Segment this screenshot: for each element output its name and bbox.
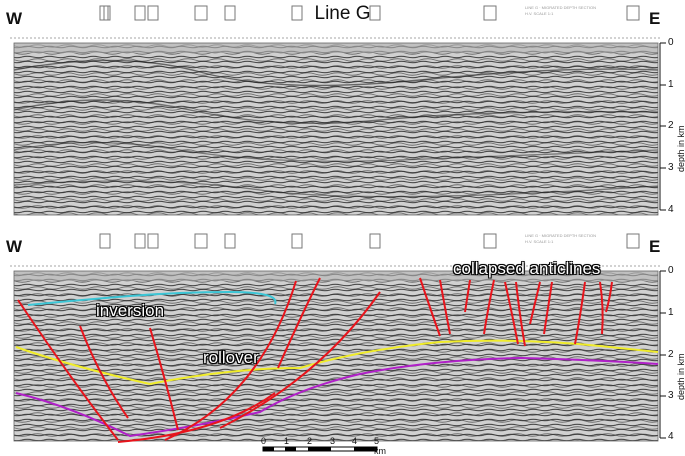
svg-text:LINE G · MIGRATED DEPTH SECTIO: LINE G · MIGRATED DEPTH SECTION — [525, 5, 596, 10]
horizon-cyan — [27, 290, 277, 306]
svg-text:H.V. SCALE 1:1: H.V. SCALE 1:1 — [525, 11, 554, 16]
annotation-collapsed-anticlines: collapsed anticlines — [453, 259, 601, 278]
depth-tick-1-top: 1 — [668, 79, 674, 90]
depth-tick-2-bottom: 2 — [668, 349, 674, 360]
depth-tick-4-top: 4 — [668, 204, 674, 215]
bottom-header-marks — [99, 233, 640, 249]
depth-tick-4-bottom: 4 — [668, 431, 674, 442]
bottom-header-tiny-text: LINE G · MIGRATED DEPTH SECTION H.V. SCA… — [525, 233, 596, 244]
scale-tick-2: 2 — [307, 436, 313, 446]
svg-text:H.V. SCALE 1:1: H.V. SCALE 1:1 — [525, 239, 554, 244]
fault-lines — [17, 277, 613, 443]
annotation-inversion: inversion — [96, 301, 165, 320]
top-seismic-panel: LINE G · MIGRATED DEPTH SECTION H.V. SCA… — [0, 0, 685, 222]
bottom-seismic-image: LINE G · MIGRATED DEPTH SECTION H.V. SCA… — [0, 228, 685, 443]
bottom-seismic-panel: LINE G · MIGRATED DEPTH SECTION H.V. SCA… — [0, 228, 685, 454]
top-header-tiny-text: LINE G · MIGRATED DEPTH SECTION H.V. SCA… — [525, 5, 596, 16]
scale-tick-4: 4 — [352, 436, 358, 446]
depth-tick-0-bottom: 0 — [668, 265, 674, 276]
svg-text:LINE G · MIGRATED DEPTH SECTIO: LINE G · MIGRATED DEPTH SECTION — [525, 233, 596, 238]
scale-tick-1: 1 — [284, 436, 290, 446]
depth-tick-3-bottom: 3 — [668, 390, 674, 401]
depth-axis-label-bottom: depth in km — [676, 353, 685, 400]
east-label-bottom: E — [649, 237, 661, 256]
west-label-bottom: W — [6, 237, 23, 256]
depth-axis-label-top: depth in km — [676, 125, 685, 172]
depth-tick-0-top: 0 — [668, 37, 674, 48]
depth-tick-3-top: 3 — [668, 162, 674, 173]
top-seismic-image: LINE G · MIGRATED DEPTH SECTION H.V. SCA… — [0, 0, 685, 216]
scale-tick-5km: 5 km — [374, 436, 386, 456]
depth-tick-2-top: 2 — [668, 120, 674, 131]
annotation-rollover: rollover — [203, 348, 259, 367]
top-header-marks — [99, 5, 640, 21]
horizon-yellow — [15, 339, 659, 386]
section-title: Line G — [314, 3, 371, 24]
horizon-purple — [15, 356, 659, 438]
depth-tick-1-bottom: 1 — [668, 307, 674, 318]
west-label-top: W — [6, 9, 23, 28]
east-label-top: E — [649, 9, 661, 28]
scale-tick-3: 3 — [330, 436, 336, 446]
scale-tick-0: 0 — [261, 436, 267, 446]
